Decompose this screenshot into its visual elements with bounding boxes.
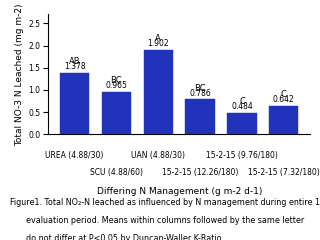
Text: do not differ at P<0.05 by Duncan-Waller K-Ratio.: do not differ at P<0.05 by Duncan-Waller… (26, 234, 224, 240)
Text: BC: BC (194, 84, 206, 93)
Text: Differing N Management (g m-2 d-1): Differing N Management (g m-2 d-1) (97, 187, 262, 196)
Text: 0.642: 0.642 (273, 95, 295, 104)
Bar (60, 73, 89, 134)
Text: 0.965: 0.965 (106, 81, 127, 90)
Text: 0.786: 0.786 (189, 89, 211, 98)
Text: 1.378: 1.378 (64, 62, 85, 71)
Bar (186, 99, 215, 134)
Text: 15-2-15 (9.76/180): 15-2-15 (9.76/180) (206, 151, 278, 160)
Text: 15-2-15 (12.26/180): 15-2-15 (12.26/180) (162, 168, 238, 177)
Text: AB: AB (69, 58, 80, 66)
Text: UREA (4.88/30): UREA (4.88/30) (45, 151, 104, 160)
Y-axis label: Total NO-3 N Leached (mg m-2): Total NO-3 N Leached (mg m-2) (15, 3, 24, 146)
Text: 15-2-15 (7.32/180): 15-2-15 (7.32/180) (248, 168, 320, 177)
Bar (144, 50, 173, 134)
Text: A: A (156, 34, 161, 43)
Bar (227, 113, 257, 134)
Bar (102, 91, 131, 134)
Text: C: C (281, 90, 287, 99)
Text: Figure1. Total NO₂-N leached as influenced by N management during entire 180 day: Figure1. Total NO₂-N leached as influenc… (10, 198, 320, 207)
Text: C: C (239, 97, 245, 106)
Text: SCU (4.88/60): SCU (4.88/60) (90, 168, 143, 177)
Text: 0.484: 0.484 (231, 102, 253, 111)
Text: 1.902: 1.902 (148, 39, 169, 48)
Text: BC: BC (111, 76, 122, 85)
Text: evaluation period. Means within columns followed by the same letter: evaluation period. Means within columns … (26, 216, 304, 225)
Bar (269, 106, 299, 134)
Text: UAN (4.88/30): UAN (4.88/30) (131, 151, 185, 160)
